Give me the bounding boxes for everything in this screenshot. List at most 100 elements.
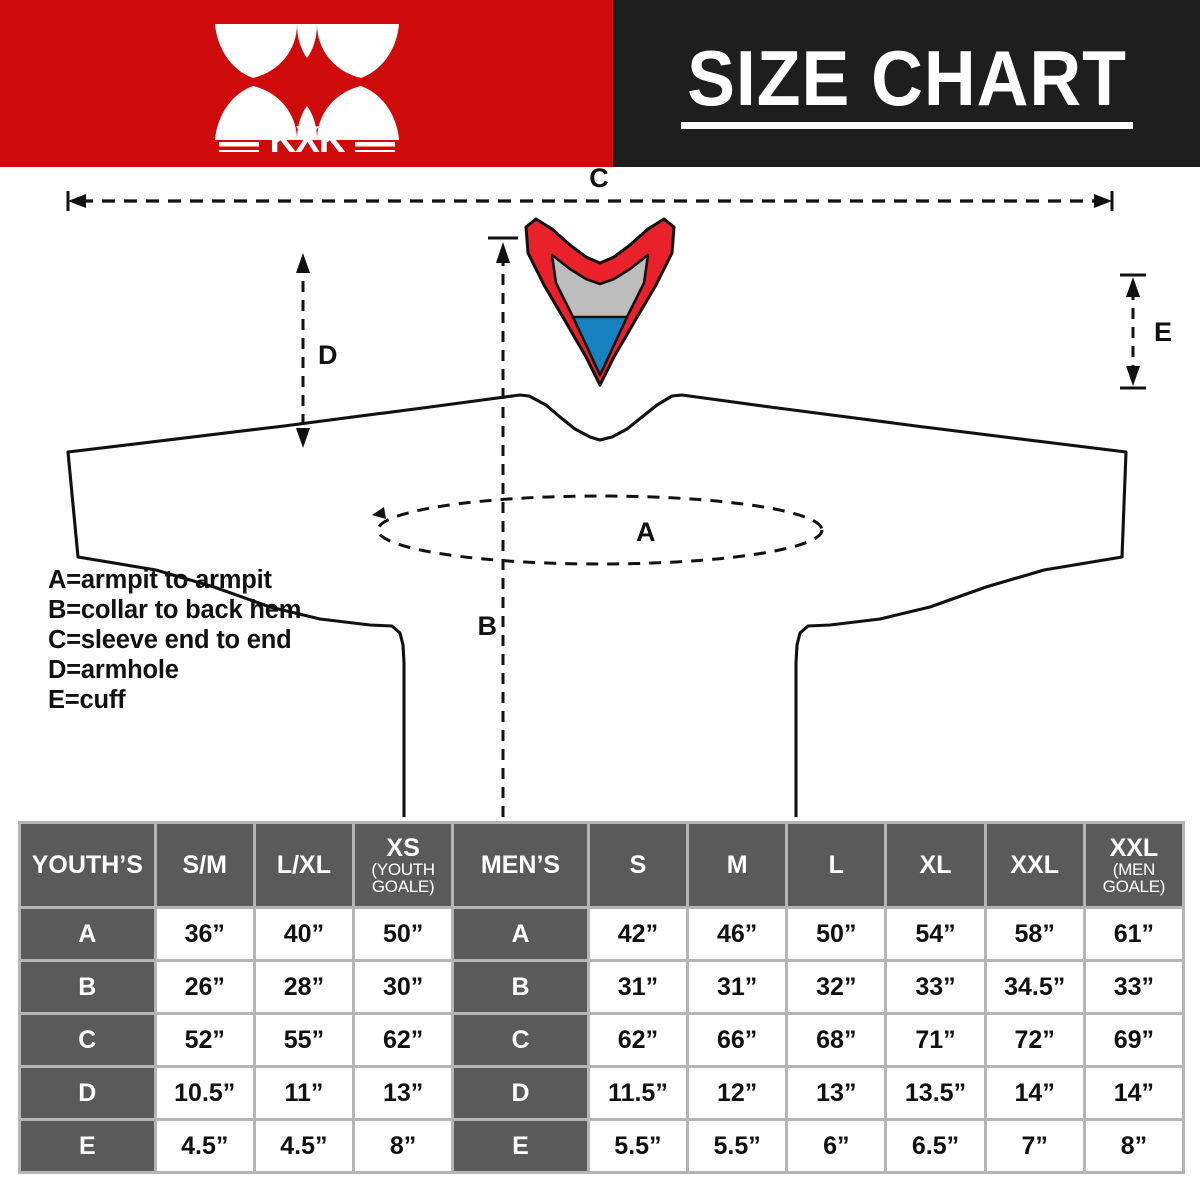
title-underline — [680, 122, 1133, 130]
measurement-legend: A=armpit to armpit B=collar to back hem … — [48, 565, 301, 715]
legend-item-c: C=sleeve end to end — [48, 626, 292, 654]
dimension-label-e: E — [1154, 317, 1172, 347]
cell-1-9: 34.5” — [986, 962, 1083, 1012]
dimension-a — [372, 494, 824, 566]
title-panel: SIZE CHART — [613, 0, 1200, 167]
row-label-0-0: A — [21, 909, 154, 959]
table-row: E 4.5” 4.5” 8” E 5.5” 5.5” 6” 6.5” 7” 8” — [21, 1121, 1182, 1171]
cell-0-9: 58” — [986, 909, 1083, 959]
column-header-6: M — [689, 824, 786, 906]
cell-4-10: 8” — [1085, 1121, 1182, 1171]
cell-2-6: 66” — [689, 1015, 786, 1065]
cell-1-10: 33” — [1085, 962, 1182, 1012]
column-header-1: S/M — [156, 824, 253, 906]
row-label-0-4: A — [454, 909, 587, 959]
row-label-3-4: D — [454, 1068, 587, 1118]
cell-0-1: 36” — [156, 909, 253, 959]
column-header-4: MEN’S — [454, 824, 587, 906]
column-header-sub-3: (YOUTH GOALE) — [371, 859, 435, 896]
kxk-butterfly-logo-icon: KXK — [214, 23, 399, 152]
cell-2-8: 71” — [887, 1015, 984, 1065]
cell-4-1: 4.5” — [156, 1121, 253, 1171]
brand-wordmark: KXK — [269, 119, 345, 152]
cell-4-5: 5.5” — [589, 1121, 687, 1171]
page-title: SIZE CHART — [686, 33, 1127, 122]
row-label-3-0: D — [21, 1068, 154, 1118]
cell-2-5: 62” — [589, 1015, 687, 1065]
row-label-2-0: C — [21, 1015, 154, 1065]
legend-item-d: D=armhole — [48, 656, 179, 684]
legend-item-b: B=collar to back hem — [48, 596, 302, 624]
cell-2-2: 55” — [255, 1015, 353, 1065]
cell-1-5: 31” — [589, 962, 687, 1012]
jersey-outline — [66, 393, 1128, 969]
cell-3-9: 14” — [986, 1068, 1083, 1118]
cell-4-3: 8” — [355, 1121, 452, 1171]
table-body: A 36” 40” 50” A 42” 46” 50” 54” 58” 61” B 26” 28” 30” B… — [21, 909, 1182, 1171]
cell-2-3: 62” — [355, 1015, 452, 1065]
cell-4-8: 6.5” — [887, 1121, 984, 1171]
cell-1-8: 33” — [887, 962, 984, 1012]
dimension-c — [66, 191, 1114, 211]
jersey-diagram: C D B — [0, 163, 1200, 971]
dimension-e — [1120, 273, 1146, 390]
cell-1-2: 28” — [255, 962, 353, 1012]
dimension-label-d: D — [318, 340, 338, 370]
column-header-10: XXL (MEN GOALE) — [1085, 824, 1182, 906]
cell-4-7: 6” — [788, 1121, 885, 1171]
table-row: D 10.5” 11” 13” D 11.5” 12” 13” 13.5” 14” 14” — [21, 1068, 1182, 1118]
dimension-d — [296, 253, 310, 448]
column-header-0: YOUTH’S — [21, 824, 154, 906]
cell-3-3: 13” — [355, 1068, 452, 1118]
cell-0-7: 50” — [788, 909, 885, 959]
legend-item-a: A=armpit to armpit — [48, 566, 272, 594]
page-header: KXK SIZE CHART — [0, 0, 1200, 167]
cell-2-7: 68” — [788, 1015, 885, 1065]
jersey-technical-drawing: C D B — [66, 163, 1172, 971]
cell-3-7: 13” — [788, 1068, 885, 1118]
column-header-9: XXL — [986, 824, 1083, 906]
size-chart-table: YOUTH’S S/M L/XL XS (YOUTH GOALE) MEN’S S M L XL XX… — [18, 821, 1185, 1174]
table-header-row: YOUTH’S S/M L/XL XS (YOUTH GOALE) MEN’S S M L XL XX… — [21, 824, 1182, 906]
column-header-2: L/XL — [255, 824, 353, 906]
cell-0-10: 61” — [1085, 909, 1182, 959]
cell-0-5: 42” — [589, 909, 687, 959]
cell-4-9: 7” — [986, 1121, 1083, 1171]
table-row: A 36” 40” 50” A 42” 46” 50” 54” 58” 61” — [21, 909, 1182, 959]
cell-3-2: 11” — [255, 1068, 353, 1118]
row-label-2-4: C — [454, 1015, 587, 1065]
dimension-label-c: C — [589, 167, 609, 193]
cell-4-2: 4.5” — [255, 1121, 353, 1171]
column-header-3: XS (YOUTH GOALE) — [355, 824, 452, 906]
row-label-4-0: E — [21, 1121, 154, 1171]
cell-2-10: 69” — [1085, 1015, 1182, 1065]
cell-0-6: 46” — [689, 909, 786, 959]
cell-3-1: 10.5” — [156, 1068, 253, 1118]
table-row: C 52” 55” 62” C 62” 66” 68” 71” 72” 69” — [21, 1015, 1182, 1065]
cell-3-10: 14” — [1085, 1068, 1182, 1118]
cell-1-3: 30” — [355, 962, 452, 1012]
row-label-4-4: E — [454, 1121, 587, 1171]
cell-3-8: 13.5” — [887, 1068, 984, 1118]
table-header-row: YOUTH’S S/M L/XL XS (YOUTH GOALE) MEN’S S M L XL XX… — [21, 824, 1182, 906]
cell-3-6: 12” — [689, 1068, 786, 1118]
cell-1-7: 32” — [788, 962, 885, 1012]
column-header-5: S — [589, 824, 687, 906]
brand-panel: KXK — [0, 0, 613, 167]
cell-0-3: 50” — [355, 909, 452, 959]
row-label-1-4: B — [454, 962, 587, 1012]
cell-4-6: 5.5” — [689, 1121, 786, 1171]
legend-item-e: E=cuff — [48, 686, 126, 714]
row-label-1-0: B — [21, 962, 154, 1012]
table-row: B 26” 28” 30” B 31” 31” 32” 33” 34.5” 33” — [21, 962, 1182, 1012]
cell-2-1: 52” — [156, 1015, 253, 1065]
cell-1-6: 31” — [689, 962, 786, 1012]
cell-0-2: 40” — [255, 909, 353, 959]
column-header-7: L — [788, 824, 885, 906]
cell-2-9: 72” — [986, 1015, 1083, 1065]
column-header-sub-10: (MEN GOALE) — [1102, 859, 1166, 896]
cell-1-1: 26” — [156, 962, 253, 1012]
cell-0-8: 54” — [887, 909, 984, 959]
collar-blue-tip — [571, 315, 629, 377]
